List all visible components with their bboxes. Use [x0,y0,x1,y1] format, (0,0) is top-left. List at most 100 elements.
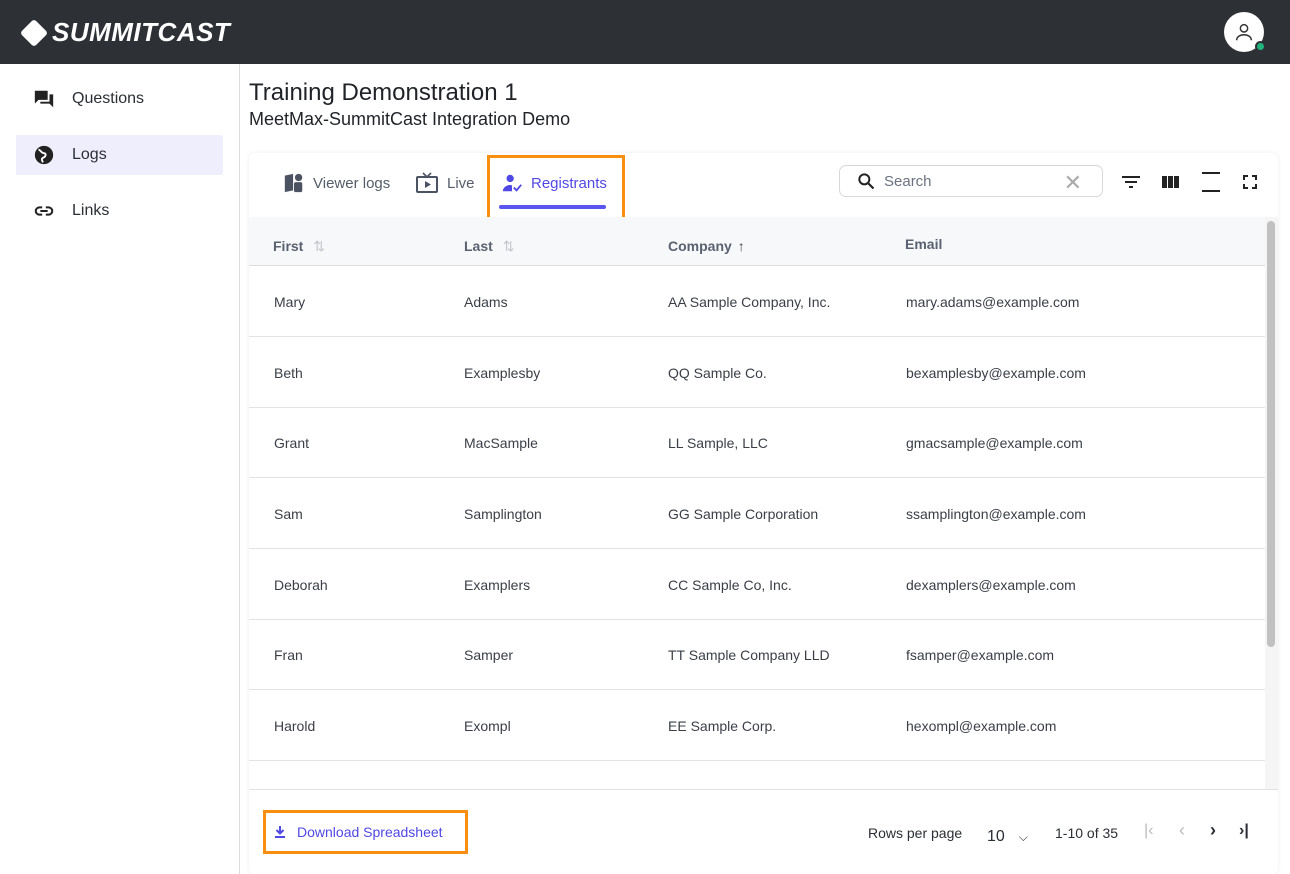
clear-search-icon[interactable]: ✕ [1063,170,1082,195]
tab-label: Live [447,174,475,192]
columns-icon [1162,176,1179,188]
cell-last: Examplesby [464,365,541,381]
cell-last: Adams [464,294,508,310]
registrants-card [249,153,1278,874]
rows-per-page-label: Rows per page [868,825,963,841]
registrant-check-icon [502,174,522,192]
brand-name: SUMMITCAST [52,17,231,47]
table-row[interactable]: Deborah Examplers CC Sample Co, Inc. dexamp… [249,549,1265,620]
page-title: Training Demonstration 1 [249,79,518,106]
download-icon [275,826,285,838]
table-row[interactable]: Harold Exompl EE Sample Corp. hexompl@examp… [249,690,1265,761]
cell-last: MacSample [464,435,538,451]
table-header [249,217,1265,266]
tab-live[interactable]: Live [415,170,475,196]
top-bar: SUMMITCAST [0,0,1290,64]
density-icon [1202,172,1220,192]
last-page-icon[interactable]: ›| [1239,822,1249,839]
filter-icon [1122,176,1140,188]
chevron-down-icon: ⌵ [1018,830,1028,844]
page-subtitle: MeetMax-SummitCast Integration Demo [249,109,571,129]
cell-company: GG Sample Corporation [668,506,819,522]
sidebar-item-links[interactable]: Links [16,191,223,231]
table-row[interactable]: Fran Samper TT Sample Company LLD fsamper@e… [249,619,1265,690]
tab-label: Registrants [531,174,607,192]
cell-email: hexompl@example.com [906,718,1057,734]
sort-icon[interactable]: ⇅ [313,238,326,254]
download-spreadsheet-button[interactable]: Download Spreadsheet [273,824,443,840]
search-icon [858,173,875,190]
table-row[interactable] [249,761,1265,790]
sort-icon[interactable]: ⇅ [502,238,515,254]
density-button[interactable] [1200,171,1222,193]
fullscreen-icon [1243,175,1257,189]
live-tv-icon [416,172,438,193]
user-avatar[interactable] [1224,12,1266,52]
column-header-email[interactable]: Email [905,236,943,252]
globe-icon [34,145,54,165]
column-header-last[interactable]: Last ⇅ [464,238,515,254]
sidebar-item-logs[interactable]: Logs [16,135,223,175]
highlight-box-download [263,810,468,854]
search-input[interactable]: Search [884,172,932,190]
sort-ascending-icon[interactable]: ↑ [737,238,745,254]
logo[interactable]: SUMMITCAST [19,17,231,48]
cell-first: Sam [274,506,303,522]
rows-per-page-select[interactable]: 10 ⌵ [987,828,1028,845]
sidebar-item-questions[interactable]: Questions [16,79,223,119]
sidebar-item-label: Links [72,202,110,219]
download-label: Download Spreadsheet [297,824,443,840]
fullscreen-button[interactable] [1239,171,1261,193]
cell-company: QQ Sample Co. [668,365,767,381]
cell-company: LL Sample, LLC [668,435,768,451]
link-icon [34,206,54,216]
vertical-scrollbar[interactable] [1265,217,1278,790]
tab-viewer-logs[interactable]: Viewer logs [283,170,390,196]
tab-registrants[interactable]: Registrants [501,170,607,196]
scrollbar-thumb[interactable] [1267,221,1275,647]
sidebar: Questions Logs Links [0,64,240,874]
cell-first: Mary [274,294,306,310]
cell-last: Exompl [464,718,511,734]
table-row[interactable]: Mary Adams AA Sample Company, Inc. mary.ada… [249,266,1265,337]
cell-email: ssamplington@example.com [906,506,1086,522]
cell-last: Samplington [464,506,542,522]
cell-company: AA Sample Company, Inc. [668,294,831,310]
cell-company: EE Sample Corp. [668,718,777,734]
cell-first: Grant [274,435,310,451]
logo-mark-icon [19,18,49,47]
cell-first: Fran [274,647,303,663]
online-status-dot [1255,41,1266,52]
sidebar-item-label: Logs [72,146,107,163]
cell-first: Deborah [274,577,328,593]
cell-email: dexamplers@example.com [906,577,1076,593]
cell-email: fsamper@example.com [906,647,1055,663]
next-page-icon[interactable]: › [1210,820,1216,840]
table-row[interactable]: Sam Samplington GG Sample Corporation ssamp… [249,478,1265,549]
cell-company: CC Sample Co, Inc. [668,577,792,593]
pagination-range: 1-10 of 35 [1055,825,1119,841]
search-field[interactable]: Search ✕ [839,165,1103,197]
first-page-icon[interactable]: |‹ [1144,822,1154,839]
active-tab-indicator [499,205,606,209]
footer-divider [249,789,1278,790]
cell-first: Beth [274,365,303,381]
filter-button[interactable] [1120,171,1142,193]
forum-icon [34,90,54,108]
previous-page-icon[interactable]: ‹ [1179,820,1185,840]
table-row[interactable]: Grant MacSample LL Sample, LLC gmacsample@e… [249,407,1265,478]
table-row[interactable]: Beth Examplesby QQ Sample Co. bexamplesby@e… [249,337,1265,408]
cell-last: Examplers [464,577,531,593]
sidebar-item-label: Questions [72,90,145,107]
user-icon [1235,23,1253,41]
cell-email: bexamplesby@example.com [906,365,1086,381]
columns-button[interactable] [1160,171,1182,193]
column-header-first[interactable]: First ⇅ [273,238,326,254]
cell-first: Harold [274,718,316,734]
tab-label: Viewer logs [313,174,391,192]
cell-email: gmacsample@example.com [906,435,1083,451]
cell-email: mary.adams@example.com [906,294,1080,310]
column-header-company[interactable]: Company ↑ [668,238,745,254]
cell-last: Samper [464,647,514,663]
viewer-logs-icon [284,173,303,193]
